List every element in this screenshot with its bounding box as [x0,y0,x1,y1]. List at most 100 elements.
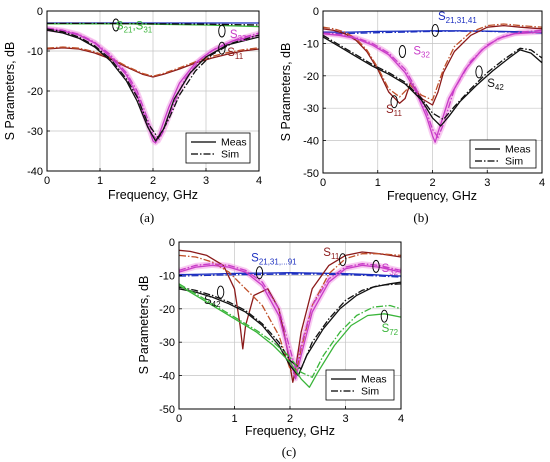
annotation-subscript: 11 [235,52,244,61]
annotation-subscript: 21,31,...91 [259,257,297,266]
series-line-s32 [322,31,543,143]
annotation-marker [398,45,407,58]
annotation-marker [475,65,483,79]
y-tick-label: -30 [27,126,43,138]
y-axis-label: S Parameters, dB [3,42,17,141]
legend-box [185,132,251,164]
annotation-marker [218,24,226,38]
series-line-s42_sim [46,28,260,139]
annotation-main: S [413,46,421,58]
panel-label: (c) [282,444,296,459]
x-tick-label: 0 [320,177,326,189]
annotation-marker [112,18,120,32]
y-tick-label: -50 [303,168,319,180]
y-tick-label: -10 [159,270,175,282]
legend-sim-label: Sim [361,386,379,398]
annotation-marker [339,253,347,267]
series-line-s42_sim [178,283,402,370]
ticks-b: 0 1 2 3 4 0 -10 -20 -30 -40 -50 [303,6,545,189]
annotation-main: S [227,47,235,59]
annotation-main: S [487,78,495,90]
series-line-s42 [322,36,543,127]
annotation-marker [390,95,398,109]
annotation-subscript: 21,31,41 [446,16,478,25]
series-line-s32_sim [46,27,260,142]
legend-b: Meas Sim [469,139,537,169]
annotation-label: S42 [487,78,504,92]
legend-sim-label: Sim [221,149,239,161]
annotation-subscript: 42 [495,83,504,92]
series-line-s42 [178,281,402,377]
x-tick-label: 4 [398,413,404,425]
panel-b: 0 1 2 3 40-10-20-30-40-50 S21,31,41S32S11S42… [279,6,545,225]
x-tick-label: 2 [429,177,435,189]
annotation-label: S42 [204,295,221,309]
annotation-main: ,S [132,20,143,32]
panel-label: (a) [140,210,154,225]
x-tick-label: 0 [176,413,182,425]
series-line-s21_sim [47,22,260,26]
series-line-s11 [322,24,543,106]
legend-box [469,139,537,169]
series-line-s21_sim [178,273,402,278]
x-tick-label: 2 [287,413,293,425]
x-tick-label: 0 [44,175,50,187]
series-line-s72_sim [178,283,402,378]
annotation-label: S32 [230,29,247,43]
y-tick-label: -50 [159,404,175,416]
annotations-c: S 21,31,...91 S 11 S32 S42 S72 [204,247,399,337]
legend-sim-label: Sim [505,156,523,168]
y-tick-label: 0 [169,237,175,249]
annotation-label: S32 [413,46,430,60]
annotation-subscript: 32 [389,268,398,277]
annotation-label: S21,31,41 [438,11,477,25]
y-tick-label: -40 [159,371,175,383]
annotation-label: S11 [227,47,244,61]
series-line-s72 [178,284,402,388]
y-tick-label: -10 [303,38,319,50]
annotation-subscript: 11 [394,109,403,118]
x-tick-label: 1 [231,413,237,425]
annotation-subscript: 11 [331,252,340,261]
panel-label: (b) [413,210,428,225]
series-line-s32_sim [322,29,543,139]
legend-a: Meas Sim [185,132,251,164]
annotation-subscript: 42 [212,300,221,309]
y-axis-label: S Parameters, dB [279,43,293,142]
legend-meas-label: Meas [221,137,247,149]
y-tick-label: -40 [303,136,319,148]
y-tick-label: -30 [159,337,175,349]
series-line-s21 [178,272,402,277]
y-tick-label: -10 [27,46,43,58]
annotation-label: S72 [382,323,399,337]
legend-box [325,369,395,401]
annotation-marker [255,266,264,280]
x-axis-label: Frequency, GHz [387,189,477,203]
x-axis-label: Frequency, GHz [245,424,335,438]
annotation-main: S [230,29,238,41]
x-tick-label: 4 [539,177,545,189]
x-tick-label: 3 [342,413,348,425]
annotation-main: S [438,11,446,23]
y-tick-label: 0 [37,6,43,18]
annotation-main: S [204,295,212,307]
annotation-subscript: 21 [124,25,133,34]
panel-c: 0 1 2 3 40-10-20-30-40-50 S21,31,...91S11S32… [137,237,404,459]
ticks-c: 0 1 2 3 4 0 -10 -20 -30 -40 -50 [159,237,404,425]
annotation-subscript: 32 [238,34,247,43]
annotation-label: S32 [382,263,399,277]
series-line-s42_sim [322,34,543,121]
ticks-a: 0 1 2 3 4 0 -10 -20 -30 -40 [27,6,262,187]
x-tick-label: 3 [203,175,209,187]
x-tick-label: 4 [256,175,262,187]
annotation-subscript: 31 [143,25,152,34]
annotation-marker [431,23,439,37]
annotation-main: S [382,323,390,335]
y-tick-label: -20 [303,71,319,83]
series-layer-a [46,22,260,144]
series-line-s42 [46,29,260,142]
